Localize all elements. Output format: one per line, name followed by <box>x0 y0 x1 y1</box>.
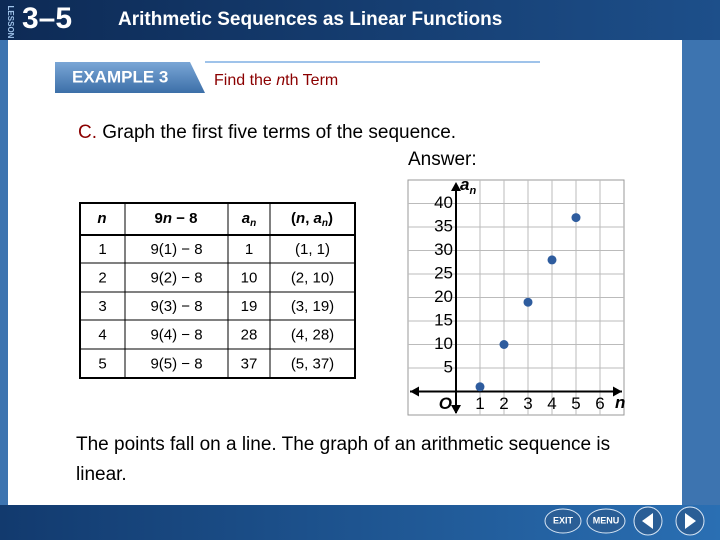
example-tab <box>55 62 205 93</box>
header-part: n <box>322 218 328 229</box>
menu-label[interactable]: MENU <box>593 515 620 525</box>
data-point <box>523 297 533 307</box>
table-cell: (3, 19) <box>291 298 334 315</box>
y-axis-label-sub: n <box>469 185 476 197</box>
data-point <box>499 340 509 349</box>
table-cell: 9(4) − 8 <box>150 326 202 343</box>
x-tick-label: 5 <box>571 394 580 413</box>
table-cell: (1, 1) <box>295 241 330 258</box>
subtitle-part: th Term <box>285 72 338 89</box>
question-text: Graph the first five terms of the sequen… <box>102 122 456 143</box>
header-part: n <box>296 210 305 227</box>
header-cell: n <box>97 210 106 227</box>
table-cell: 9(3) − 8 <box>150 298 202 315</box>
header-cell: an <box>242 210 256 229</box>
subtitle-part: n <box>276 72 285 89</box>
question-part: C. <box>78 122 97 143</box>
example-subtitle: Find the nth Term <box>214 72 338 89</box>
y-tick-label: 35 <box>434 216 453 235</box>
table-cell: (5, 37) <box>291 355 334 372</box>
conclusion-line: The points fall on a line. The graph of … <box>76 434 610 455</box>
next-arrow <box>685 513 696 529</box>
table-cell: 19 <box>241 298 258 315</box>
y-tick-label: 30 <box>434 240 453 259</box>
header-part: , <box>305 210 313 227</box>
x-axis-label: n <box>615 393 625 412</box>
header-cell: 9n − 8 <box>155 210 198 227</box>
back-arrow <box>642 513 653 529</box>
table-cell: 9(1) − 8 <box>150 241 202 258</box>
y-tick-label: 5 <box>444 357 453 376</box>
conclusion: The points fall on a line. The graph of … <box>76 434 610 485</box>
table-cell: (2, 10) <box>291 269 334 286</box>
lesson-number: 3–5 <box>22 2 72 35</box>
header-part: ( <box>291 210 296 227</box>
table-cell: 9(5) − 8 <box>150 355 202 372</box>
x-tick-label: 4 <box>547 394 556 413</box>
lesson-title: Arithmetic Sequences as Linear Functions <box>118 9 502 30</box>
table-border <box>79 202 356 379</box>
header-part: n <box>163 210 172 227</box>
y-tick-label: 10 <box>434 334 453 353</box>
x-tick-label: 6 <box>595 394 604 413</box>
menu-button[interactable] <box>586 508 626 534</box>
header-part: a <box>314 210 322 227</box>
table-cell: 1 <box>98 241 106 258</box>
data-point <box>547 255 557 265</box>
origin-label: O <box>439 394 452 413</box>
y-axis-label: an <box>460 175 476 196</box>
header-part: n <box>250 218 256 229</box>
subtitle-part: Find the <box>214 72 276 89</box>
header-part: a <box>242 210 250 227</box>
data-point <box>475 382 485 392</box>
header-cell: (n, an) <box>291 210 333 229</box>
x-tick-label: 3 <box>523 394 532 413</box>
table-cell: 9(2) − 8 <box>150 269 202 286</box>
table-cell: 37 <box>241 355 258 372</box>
header-part: ) <box>328 210 333 227</box>
table-cell: 1 <box>245 241 253 258</box>
table-cell: 4 <box>98 326 106 343</box>
data-point <box>571 213 581 223</box>
y-tick-label: 25 <box>434 263 453 282</box>
y-tick-label: 40 <box>434 193 453 212</box>
header-part: n <box>97 210 106 227</box>
header-bar <box>0 0 720 40</box>
table: n 9n − 8 an (n, an) 1 9(1) − 8 1 (1, 1)2 9(2… <box>79 202 356 379</box>
table-cell: 3 <box>98 298 106 315</box>
y-axis-label-main: a <box>460 175 469 194</box>
exit-button[interactable] <box>544 508 582 534</box>
answer-label: Answer: <box>408 149 477 170</box>
header-part: 9 <box>155 210 163 227</box>
example-label: EXAMPLE 3 <box>72 67 168 86</box>
header-part: − 8 <box>172 210 197 227</box>
exit-label[interactable]: EXIT <box>553 515 574 525</box>
conclusion-line: linear. <box>76 464 127 485</box>
y-tick-label: 15 <box>434 310 453 329</box>
table-cell: 5 <box>98 355 106 372</box>
table-cell: 28 <box>241 326 258 343</box>
question: C. Graph the first five terms of the seq… <box>78 122 456 143</box>
x-tick-label: 2 <box>499 394 508 413</box>
x-tick-label: 1 <box>475 394 484 413</box>
table-cell: (4, 28) <box>291 326 334 343</box>
nav: EXIT MENU <box>544 506 705 536</box>
table-cell: 10 <box>241 269 258 286</box>
lesson-label: LESSON <box>6 6 15 39</box>
table-cell: 2 <box>98 269 106 286</box>
y-tick-label: 20 <box>434 287 453 306</box>
